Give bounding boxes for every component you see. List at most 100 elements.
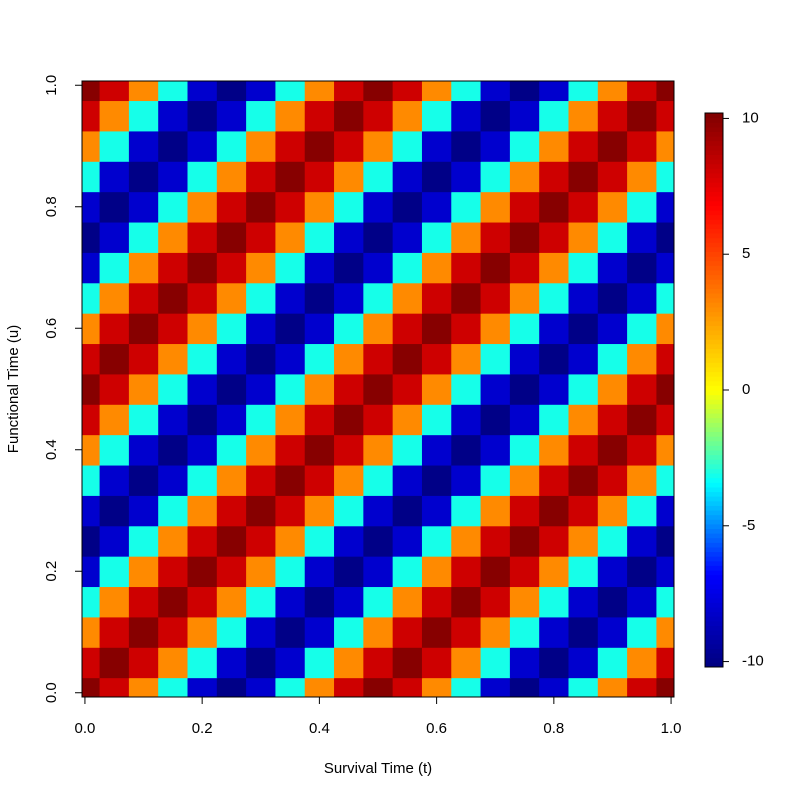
colorbar-segment [705, 473, 723, 479]
colorbar-segment [705, 602, 723, 608]
heatmap-cell [539, 616, 570, 648]
colorbar-segment [705, 546, 723, 553]
heatmap-cell [451, 464, 482, 496]
colorbar-segment [705, 288, 723, 294]
heatmap-cell [597, 282, 628, 314]
colorbar-tick-label: -10 [742, 653, 764, 670]
heatmap-cell [99, 100, 130, 132]
heatmap-cell [334, 677, 364, 697]
heatmap-cell [216, 434, 247, 466]
heatmap-cell [480, 404, 511, 436]
heatmap-cell [568, 161, 599, 193]
heatmap-cell [128, 586, 159, 618]
heatmap-cell [597, 434, 628, 466]
y-tick-label: 0.2 [43, 561, 60, 582]
heatmap-cell [128, 647, 159, 679]
heatmap-cell [539, 434, 570, 466]
heatmap-cell [334, 373, 364, 405]
heatmap-cell [451, 434, 482, 466]
heatmap-cell [451, 221, 482, 253]
colorbar-segment [705, 653, 723, 659]
heatmap-cell [158, 373, 189, 405]
heatmap-cell [334, 100, 364, 132]
colorbar-segment [705, 606, 723, 613]
colorbar-segment [705, 311, 723, 317]
heatmap-cell [216, 282, 247, 314]
heatmap-cell [187, 616, 218, 648]
heatmap-cell [246, 313, 277, 345]
heatmap-cell [392, 100, 423, 132]
heatmap-cell [275, 434, 306, 466]
heatmap-cell [246, 616, 277, 648]
heatmap-cell [392, 191, 423, 223]
colorbar-segment [705, 505, 723, 511]
heatmap-cell [158, 586, 189, 618]
heatmap-cell [597, 525, 628, 557]
heatmap-cell [568, 373, 599, 405]
heatmap-cell [187, 191, 218, 223]
heatmap-cell [334, 81, 364, 102]
colorbar-segment [705, 237, 723, 243]
heatmap-cell [275, 252, 306, 284]
heatmap-cell [421, 373, 452, 405]
heatmap-cell [304, 282, 335, 314]
heatmap-cell [421, 677, 452, 697]
heatmap-cell [480, 81, 511, 102]
heatmap-cell [304, 677, 335, 697]
colorbar-segment [705, 376, 723, 382]
colorbar-segment [705, 486, 723, 493]
colorbar-segment [705, 353, 723, 359]
heatmap-cell [539, 495, 570, 527]
heatmap-cell [656, 556, 674, 588]
heatmap-cell [99, 373, 130, 405]
heatmap-cell [509, 556, 540, 588]
heatmap-cell [421, 525, 452, 557]
heatmap-cell [509, 313, 540, 345]
heatmap-cell [539, 464, 570, 496]
colorbar-segment [705, 159, 723, 165]
colorbar-segment [705, 325, 723, 331]
heatmap-cell [187, 221, 218, 253]
colorbar-segment [705, 533, 723, 539]
heatmap-cell [128, 525, 159, 557]
heatmap-cell [187, 556, 218, 588]
colorbar-segment [705, 519, 723, 525]
heatmap-cell [568, 313, 599, 345]
heatmap-cell [82, 221, 101, 253]
heatmap-cell [509, 161, 540, 193]
colorbar-segment [705, 450, 723, 456]
heatmap-cell [334, 313, 364, 345]
y-axis-title: Functional Time (u) [5, 325, 22, 453]
heatmap-cell [568, 586, 599, 618]
colorbar-segment [705, 274, 723, 280]
heatmap-cell [216, 677, 247, 697]
heatmap-cell [568, 221, 599, 253]
heatmap-cell [392, 404, 423, 436]
heatmap-cell [568, 282, 599, 314]
heatmap-cell [656, 677, 674, 697]
heatmap-cell [128, 373, 159, 405]
colorbar-segment [705, 283, 723, 289]
heatmap-cell [99, 221, 130, 253]
heatmap-cell [216, 647, 247, 679]
colorbar-segment [705, 417, 723, 423]
heatmap-cell [334, 616, 364, 648]
heatmap-cell [509, 434, 540, 466]
heatmap-cell [304, 313, 335, 345]
heatmap-cell [187, 677, 218, 697]
heatmap-cell [187, 373, 218, 405]
colorbar-segment [705, 528, 723, 534]
colorbar-segment [705, 413, 723, 419]
heatmap-cell [128, 313, 159, 345]
heatmap-cell [597, 343, 628, 375]
heatmap-cell [597, 404, 628, 436]
colorbar-segment [705, 399, 723, 405]
heatmap-cell [246, 677, 277, 697]
heatmap-cell [539, 556, 570, 588]
heatmap-cell [509, 221, 540, 253]
colorbar-segment [705, 265, 723, 271]
heatmap-cell [158, 647, 189, 679]
colorbar-segment [705, 445, 723, 451]
heatmap-cell [421, 130, 452, 162]
colorbar-segment [705, 579, 723, 585]
